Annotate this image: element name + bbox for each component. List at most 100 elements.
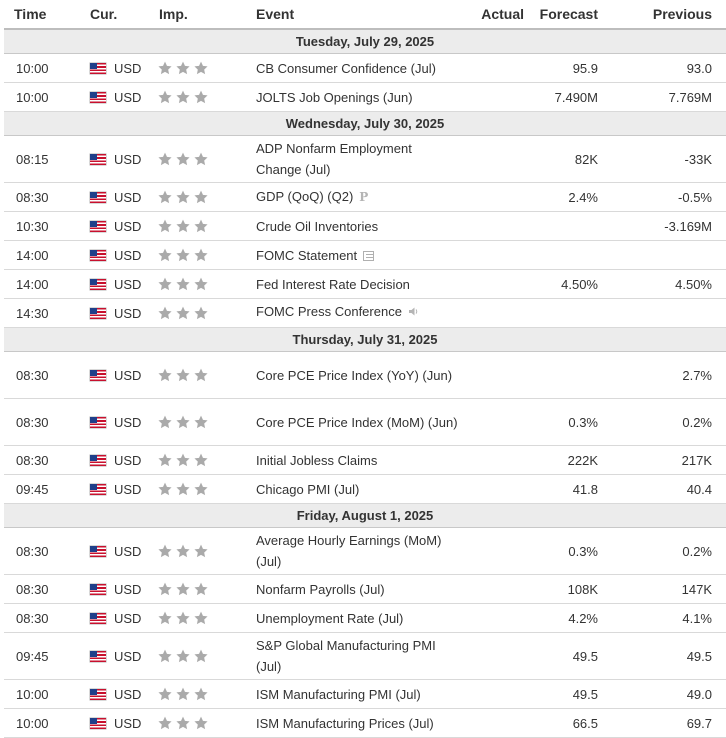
event-cell[interactable]: GDP (QoQ) (Q2) P bbox=[252, 182, 464, 212]
importance-rating bbox=[155, 351, 252, 399]
currency-column-header[interactable]: Cur. bbox=[84, 0, 155, 30]
us-flag-icon bbox=[90, 717, 106, 729]
event-cell[interactable]: ADP Nonfarm Employment Change (Jul) bbox=[252, 135, 464, 183]
table-row[interactable]: 08:30 USD Unemployment Rate (Jul) 4.2% 4.1% bbox=[4, 603, 726, 633]
actual-column-header[interactable]: Actual bbox=[464, 0, 524, 30]
day-label: Tuesday, July 29, 2025 bbox=[4, 28, 726, 54]
event-cell[interactable]: Crude Oil Inventories bbox=[252, 211, 464, 241]
importance-star-icon bbox=[175, 544, 191, 558]
event-name[interactable]: ISM Manufacturing Prices (Jul) bbox=[256, 715, 434, 731]
event-name[interactable]: Average Hourly Earnings (MoM) (Jul) bbox=[256, 533, 442, 569]
event-name[interactable]: Crude Oil Inventories bbox=[256, 218, 379, 234]
importance-column-header[interactable]: Imp. bbox=[155, 0, 252, 30]
us-flag-icon bbox=[90, 278, 106, 290]
event-name[interactable]: GDP (QoQ) (Q2) bbox=[256, 189, 354, 204]
preliminary-icon[interactable]: P bbox=[359, 190, 369, 204]
table-row[interactable]: 08:30 USD Core PCE Price Index (MoM) (Jun)… bbox=[4, 398, 726, 446]
event-cell[interactable]: Average Hourly Earnings (MoM) (Jul) bbox=[252, 527, 464, 575]
economic-calendar-table: Time Cur. Imp. Event Actual Forecast Pre… bbox=[4, 0, 726, 738]
importance-rating bbox=[155, 182, 252, 212]
table-row[interactable]: 14:00 USD FOMC Statement bbox=[4, 240, 726, 270]
previous-value: -3.169M bbox=[598, 211, 726, 241]
currency-cell: USD bbox=[84, 240, 155, 270]
event-cell[interactable]: FOMC Statement bbox=[252, 240, 464, 270]
event-name[interactable]: Chicago PMI (Jul) bbox=[256, 481, 360, 497]
table-row[interactable]: 14:00 USD Fed Interest Rate Decision 4.50% 4… bbox=[4, 269, 726, 299]
currency-code: USD bbox=[114, 686, 142, 702]
day-label: Thursday, July 31, 2025 bbox=[4, 327, 726, 352]
event-name[interactable]: Initial Jobless Claims bbox=[256, 452, 378, 468]
time-column-header[interactable]: Time bbox=[4, 0, 84, 30]
event-cell[interactable]: Nonfarm Payrolls (Jul) bbox=[252, 574, 464, 604]
previous-column-header[interactable]: Previous bbox=[598, 0, 726, 30]
event-name[interactable]: FOMC Statement bbox=[256, 247, 358, 263]
importance-rating bbox=[155, 527, 252, 575]
event-time: 08:30 bbox=[4, 351, 84, 399]
event-cell[interactable]: Core PCE Price Index (MoM) (Jun) bbox=[252, 398, 464, 446]
event-cell[interactable]: ISM Manufacturing Prices (Jul) bbox=[252, 708, 464, 738]
currency-cell: USD bbox=[84, 82, 155, 112]
table-row[interactable]: 10:30 USD Crude Oil Inventories -3.169M bbox=[4, 211, 726, 241]
table-row[interactable]: 08:30 USD Nonfarm Payrolls (Jul) 108K 147K bbox=[4, 574, 726, 604]
table-row[interactable]: 08:30 USD Initial Jobless Claims 222K 217K bbox=[4, 445, 726, 475]
importance-star-icon bbox=[193, 611, 209, 625]
forecast-value bbox=[524, 351, 598, 399]
table-row[interactable]: 10:00 USD JOLTS Job Openings (Jun) 7.490M 7.… bbox=[4, 82, 726, 112]
table-row[interactable]: 09:45 USD Chicago PMI (Jul) 41.8 40.4 bbox=[4, 474, 726, 504]
event-name[interactable]: Fed Interest Rate Decision bbox=[256, 276, 410, 292]
event-name[interactable]: Core PCE Price Index (MoM) (Jun) bbox=[256, 414, 458, 430]
importance-star-icon bbox=[193, 152, 209, 166]
table-row[interactable]: 10:00 USD ISM Manufacturing Prices (Jul) 66… bbox=[4, 708, 726, 738]
importance-rating bbox=[155, 632, 252, 680]
forecast-value: 95.9 bbox=[524, 53, 598, 83]
importance-star-icon bbox=[175, 90, 191, 104]
event-column-header[interactable]: Event bbox=[252, 0, 464, 30]
event-name[interactable]: CB Consumer Confidence (Jul) bbox=[256, 60, 436, 76]
event-cell[interactable]: ISM Manufacturing PMI (Jul) bbox=[252, 679, 464, 709]
table-row[interactable]: 09:45 USD S&P Global Manufacturing PMI (Ju… bbox=[4, 632, 726, 680]
actual-value bbox=[464, 351, 524, 399]
event-name[interactable]: FOMC Press Conference bbox=[256, 304, 402, 319]
table-row[interactable]: 08:30 USD GDP (QoQ) (Q2) P 2.4% -0.5% bbox=[4, 182, 726, 212]
document-icon[interactable] bbox=[363, 250, 375, 261]
importance-star-icon bbox=[175, 152, 191, 166]
event-name[interactable]: ADP Nonfarm Employment Change (Jul) bbox=[256, 141, 412, 177]
forecast-column-header[interactable]: Forecast bbox=[524, 0, 598, 30]
event-cell[interactable]: JOLTS Job Openings (Jun) bbox=[252, 82, 464, 112]
forecast-value: 0.3% bbox=[524, 527, 598, 575]
importance-star-icon bbox=[175, 368, 191, 382]
event-cell[interactable]: CB Consumer Confidence (Jul) bbox=[252, 53, 464, 83]
actual-value bbox=[464, 398, 524, 446]
event-name[interactable]: JOLTS Job Openings (Jun) bbox=[256, 89, 413, 105]
table-row[interactable]: 10:00 USD CB Consumer Confidence (Jul) 95.9… bbox=[4, 53, 726, 83]
event-cell[interactable]: Initial Jobless Claims bbox=[252, 445, 464, 475]
importance-star-icon bbox=[193, 368, 209, 382]
currency-cell: USD bbox=[84, 211, 155, 241]
event-cell[interactable]: Chicago PMI (Jul) bbox=[252, 474, 464, 504]
table-row[interactable]: 14:30 USD FOMC Press Conference bbox=[4, 298, 726, 328]
table-row[interactable]: 08:30 USD Core PCE Price Index (YoY) (Jun)… bbox=[4, 351, 726, 399]
importance-rating bbox=[155, 211, 252, 241]
event-cell[interactable]: Core PCE Price Index (YoY) (Jun) bbox=[252, 351, 464, 399]
event-cell[interactable]: Unemployment Rate (Jul) bbox=[252, 603, 464, 633]
forecast-value: 7.490M bbox=[524, 82, 598, 112]
importance-star-icon bbox=[193, 248, 209, 262]
speaker-icon[interactable] bbox=[408, 304, 420, 325]
event-cell[interactable]: Fed Interest Rate Decision bbox=[252, 269, 464, 299]
table-row[interactable]: 08:15 USD ADP Nonfarm Employment Change (J… bbox=[4, 135, 726, 183]
event-name[interactable]: Unemployment Rate (Jul) bbox=[256, 610, 404, 626]
forecast-value: 2.4% bbox=[524, 182, 598, 212]
table-row[interactable]: 08:30 USD Average Hourly Earnings (MoM) (J… bbox=[4, 527, 726, 575]
event-name[interactable]: Core PCE Price Index (YoY) (Jun) bbox=[256, 367, 453, 383]
event-cell[interactable]: S&P Global Manufacturing PMI (Jul) bbox=[252, 632, 464, 680]
actual-value bbox=[464, 240, 524, 270]
event-name[interactable]: Nonfarm Payrolls (Jul) bbox=[256, 581, 385, 597]
forecast-value bbox=[524, 211, 598, 241]
importance-star-icon bbox=[175, 453, 191, 467]
event-name[interactable]: S&P Global Manufacturing PMI (Jul) bbox=[256, 638, 436, 674]
event-cell[interactable]: FOMC Press Conference bbox=[252, 298, 464, 328]
forecast-value: 49.5 bbox=[524, 679, 598, 709]
table-row[interactable]: 10:00 USD ISM Manufacturing PMI (Jul) 49.5 4… bbox=[4, 679, 726, 709]
previous-value: -33K bbox=[598, 135, 726, 183]
event-name[interactable]: ISM Manufacturing PMI (Jul) bbox=[256, 686, 421, 702]
